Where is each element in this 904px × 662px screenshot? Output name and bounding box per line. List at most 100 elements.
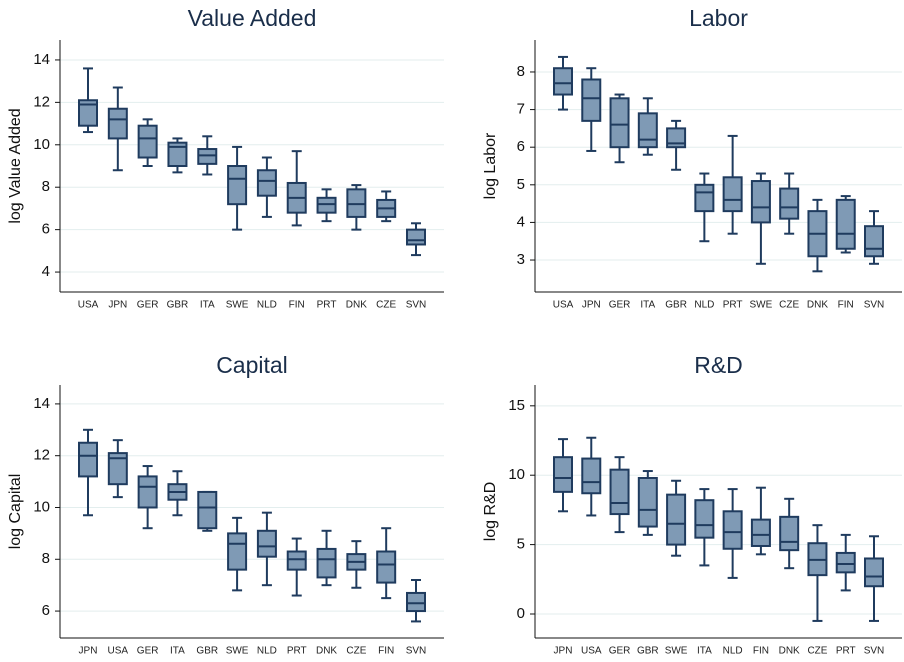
x-tick-label: NLD xyxy=(257,300,277,311)
x-tick-label: GBR xyxy=(637,646,659,657)
y-tick-label: 4 xyxy=(517,213,525,230)
y-tick-label: 8 xyxy=(517,63,525,80)
y-tick-label: 14 xyxy=(33,395,50,412)
y-axis-label: log Capital xyxy=(7,474,24,550)
box xyxy=(637,112,658,149)
x-tick-label: CZE xyxy=(376,300,396,311)
y-tick-label: 3 xyxy=(517,251,525,268)
box xyxy=(286,550,307,571)
box xyxy=(406,591,426,613)
box xyxy=(406,228,426,246)
y-tick-label: 5 xyxy=(517,176,525,193)
x-tick-label: NLD xyxy=(723,646,743,657)
x-tick-label: GBR xyxy=(665,300,687,311)
x-tick-label: GBR xyxy=(167,300,189,311)
x-tick-label: JPN xyxy=(582,300,601,311)
box xyxy=(864,225,884,258)
x-tick-label: GBR xyxy=(196,646,218,657)
x-tick-label: CZE xyxy=(807,646,827,657)
box xyxy=(553,67,573,96)
box xyxy=(835,551,856,574)
y-tick-label: 0 xyxy=(517,605,525,622)
x-tick-label: GER xyxy=(609,300,631,311)
box xyxy=(722,510,743,550)
x-tick-label: NLD xyxy=(257,646,277,657)
y-tick-label: 12 xyxy=(33,447,50,464)
y-tick-label: 4 xyxy=(42,263,50,280)
x-tick-label: ITA xyxy=(640,300,655,311)
y-tick-label: 6 xyxy=(42,602,50,619)
box xyxy=(835,198,856,250)
x-tick-label: ITA xyxy=(697,646,712,657)
box xyxy=(609,468,630,516)
box xyxy=(609,97,630,149)
box xyxy=(581,78,602,122)
box xyxy=(750,518,771,547)
x-tick-label: JPN xyxy=(79,646,98,657)
x-tick-label: CZE xyxy=(779,300,799,311)
y-tick-label: 10 xyxy=(33,136,50,153)
y-tick-label: 14 xyxy=(33,51,50,68)
box xyxy=(376,550,397,584)
chart-title: R&D xyxy=(694,352,743,378)
y-tick-label: 15 xyxy=(508,397,525,414)
box xyxy=(581,457,602,495)
box xyxy=(666,493,687,546)
box xyxy=(553,456,573,493)
x-tick-label: NLD xyxy=(694,300,714,311)
x-tick-label: SVN xyxy=(864,646,885,657)
chart-title: Labor xyxy=(689,5,748,31)
x-tick-label: PRT xyxy=(287,646,307,657)
x-tick-label: SWE xyxy=(226,646,249,657)
x-tick-label: PRT xyxy=(836,646,856,657)
x-tick-label: FIN xyxy=(753,646,769,657)
x-tick-label: ITA xyxy=(170,646,185,657)
x-tick-label: SVN xyxy=(406,646,427,657)
y-tick-label: 10 xyxy=(508,466,525,483)
x-tick-label: SVN xyxy=(406,300,427,311)
box xyxy=(750,180,771,224)
box xyxy=(197,490,218,530)
y-axis-label: log R&D xyxy=(482,482,499,542)
box xyxy=(137,475,158,509)
box xyxy=(227,532,248,571)
y-tick-label: 8 xyxy=(42,550,50,567)
box xyxy=(722,176,743,213)
y-axis-label: log Labor xyxy=(482,132,499,199)
y-tick-label: 7 xyxy=(517,101,525,118)
box xyxy=(316,196,337,214)
box xyxy=(316,547,337,579)
x-tick-label: DNK xyxy=(346,300,367,311)
x-tick-label: GER xyxy=(137,300,159,311)
x-tick-label: SWE xyxy=(750,300,773,311)
y-tick-label: 6 xyxy=(42,221,50,238)
x-tick-label: DNK xyxy=(779,646,800,657)
box xyxy=(137,124,158,159)
box xyxy=(256,529,277,558)
box xyxy=(167,141,188,168)
y-tick-label: 6 xyxy=(517,138,525,155)
box xyxy=(107,452,128,486)
x-tick-label: JPN xyxy=(554,646,573,657)
chart-title: Capital xyxy=(216,352,288,378)
y-axis-label: log Value Added xyxy=(7,108,24,223)
box xyxy=(346,188,367,218)
x-tick-label: SWE xyxy=(226,300,249,311)
x-tick-label: SWE xyxy=(665,646,688,657)
box xyxy=(256,169,277,197)
box xyxy=(78,99,98,127)
box xyxy=(694,183,715,213)
x-tick-label: USA xyxy=(108,646,129,657)
x-tick-label: DNK xyxy=(316,646,337,657)
x-tick-label: USA xyxy=(553,300,574,311)
x-tick-label: FIN xyxy=(378,646,394,657)
x-tick-label: PRT xyxy=(723,300,743,311)
y-tick-label: 12 xyxy=(33,93,50,110)
box xyxy=(107,107,128,140)
x-tick-label: GER xyxy=(609,646,631,657)
x-tick-label: ITA xyxy=(200,300,215,311)
y-tick-label: 8 xyxy=(42,178,50,195)
x-tick-label: USA xyxy=(581,646,602,657)
x-tick-label: FIN xyxy=(838,300,854,311)
